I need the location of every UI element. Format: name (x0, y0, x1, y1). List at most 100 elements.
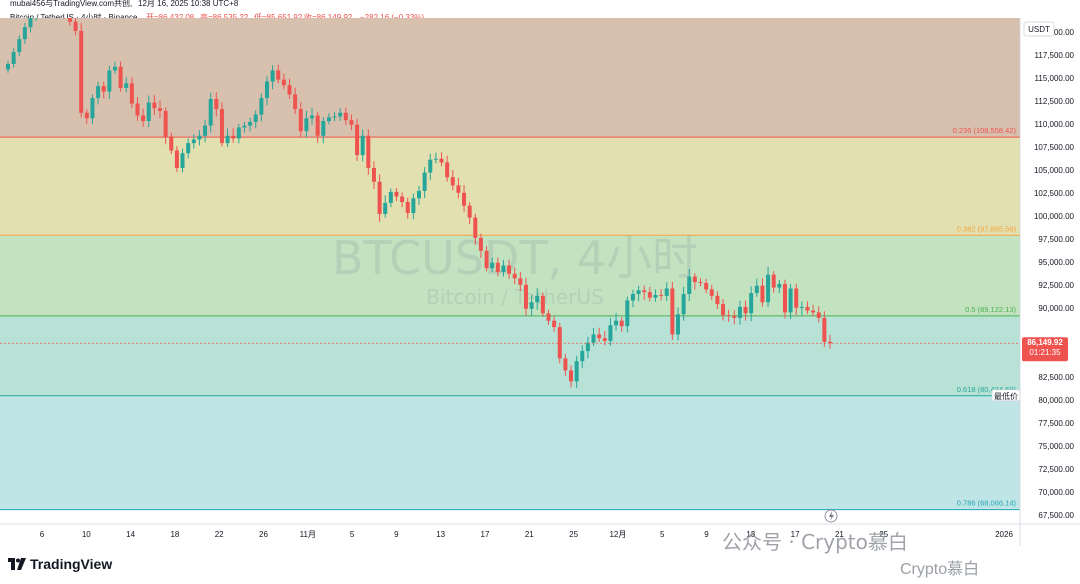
candle-body (591, 334, 596, 343)
time-tick-label: 9 (704, 530, 709, 539)
shared-by-text: mubai456与TradingView.com共创, (10, 0, 133, 8)
candle-body (253, 114, 258, 122)
time-tick-label: 12月 (609, 530, 626, 539)
fib-label-0.382: 0.382 (97,885.56) (957, 224, 1017, 233)
candle-body (799, 306, 804, 308)
candle-body (569, 370, 574, 382)
candle-body (445, 162, 450, 178)
lowest-price-label: 最低价 (994, 391, 1018, 401)
candle-body (417, 190, 421, 199)
candle-body (670, 288, 675, 335)
candle-body (124, 83, 129, 88)
candle-body (191, 139, 196, 144)
ohlc-high: 高=86,535.22 (200, 13, 249, 22)
candle-body (225, 135, 230, 144)
price-axis-background[interactable] (1020, 18, 1080, 546)
timestamp-text: 12月 16, 2025 10:38 UTC+8 (138, 0, 239, 8)
candle-body (287, 85, 292, 95)
candle-body (400, 196, 405, 202)
candle-body (129, 83, 134, 104)
fib-zone-0 (0, 18, 1020, 138)
candle-body (141, 115, 146, 122)
candle-body (433, 158, 438, 160)
candle-body (456, 185, 461, 193)
candle-body (771, 274, 776, 288)
instrument-label[interactable]: Bitcoin / TetherUS · 4小时 · Binance (10, 13, 138, 22)
time-tick-label: 2026 (995, 530, 1013, 539)
candle-body (523, 284, 528, 309)
fib-zone-2 (0, 235, 1020, 316)
candle-body (597, 334, 602, 339)
candle-body (22, 27, 27, 40)
fib-zone-4 (0, 395, 1020, 510)
candle-body (512, 273, 517, 279)
ohlc-close: 收=86,149.92 (304, 13, 353, 22)
candle-body (478, 237, 483, 251)
candle-body (428, 159, 433, 173)
candle-body (169, 136, 174, 151)
watermark-name: Bitcoin / TetherUS (426, 285, 604, 309)
time-tick-label: 21 (835, 530, 844, 539)
candle-body (636, 290, 641, 294)
time-tick-label: 10 (82, 530, 91, 539)
candle-body (84, 112, 89, 119)
price-tick-label: 75,000.00 (1038, 442, 1074, 451)
time-tick-label: 13 (436, 530, 445, 539)
fib-levels: 0.236 (108,558.42) 0.382 (97,885.56) 0.5 (… (0, 126, 1020, 511)
time-tick-label: 5 (350, 530, 355, 539)
candle-body (805, 306, 810, 311)
tradingview-logo-icon (8, 558, 26, 570)
candlestick-series (6, 18, 832, 388)
candle-body (28, 18, 33, 28)
price-tick-label: 110,000.00 (1035, 120, 1075, 129)
fib-label-0.5: 0.5 (89,122.13) (965, 305, 1016, 314)
candle-body (338, 112, 343, 117)
time-tick-label: 11月 (300, 530, 316, 539)
candle-body (174, 150, 179, 168)
candle-body (614, 320, 619, 326)
candle-body (270, 70, 275, 82)
time-tick-label: 25 (879, 530, 888, 539)
time-tick-label: 5 (660, 530, 665, 539)
time-tick-label: 17 (791, 530, 800, 539)
footer-bar: TradingView Crypto慕白 (0, 546, 1080, 584)
candle-body (642, 290, 647, 293)
candle-body (535, 295, 540, 303)
candle-body (704, 282, 709, 290)
candle-body (264, 81, 269, 99)
candle-body (777, 283, 782, 288)
time-tick-label: 14 (126, 530, 135, 539)
candle-body (529, 302, 534, 309)
fib-zone-1 (0, 137, 1020, 236)
candle-body (214, 98, 219, 110)
fib-label-0.786: 0.786 (68,066.14) (957, 499, 1017, 508)
current-price-value: 86,149.92 (1027, 338, 1063, 347)
candle-body (495, 262, 500, 272)
price-chart[interactable]: 0.236 (108,558.42) 0.382 (97,885.56) 0.5 (… (0, 18, 1080, 546)
candle-body (709, 289, 714, 296)
candle-body (518, 278, 523, 285)
candle-body (659, 294, 664, 296)
candle-body (366, 135, 371, 168)
currency-label: USDT (1028, 25, 1050, 34)
candle-body (411, 198, 416, 214)
tradingview-logo[interactable]: TradingView (8, 556, 112, 572)
price-tick-label: 97,500.00 (1038, 235, 1074, 244)
candle-body (439, 158, 444, 163)
candle-body (687, 276, 692, 294)
candle-body (540, 295, 545, 314)
candle-body (11, 52, 16, 64)
candle-body (698, 282, 703, 284)
ohlc-low: 低=85,651.92 (254, 13, 303, 22)
candle-body (281, 79, 286, 86)
time-tick-label: 17 (481, 530, 490, 539)
account-name: Crypto慕白 (900, 561, 980, 578)
currency-tag[interactable]: USDT (1023, 21, 1055, 37)
candle-body (332, 116, 337, 118)
candle-body (580, 351, 585, 362)
fib-zone-3 (0, 315, 1020, 396)
candle-body (79, 30, 84, 113)
candle-body (608, 325, 613, 341)
candle-body (811, 310, 816, 313)
lightning-icon[interactable] (824, 509, 838, 523)
